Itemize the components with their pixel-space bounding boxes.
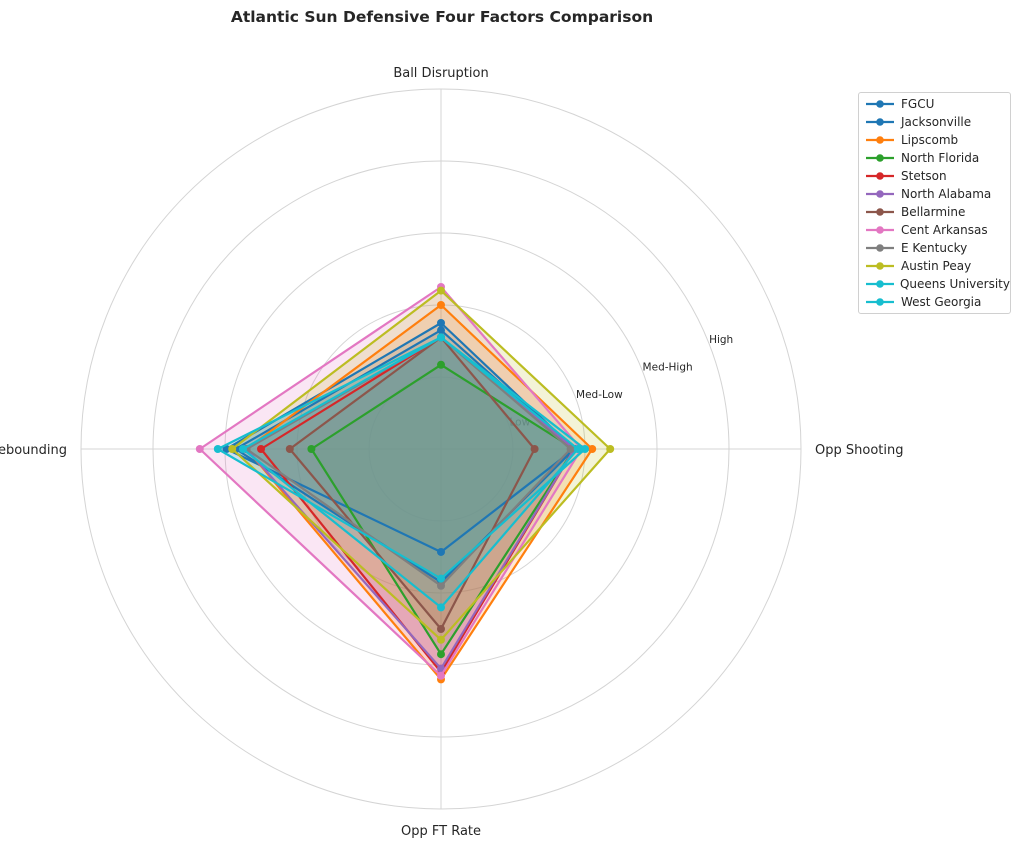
series-point: [437, 333, 445, 342]
legend-swatch: [866, 262, 894, 270]
legend-swatch: [866, 154, 894, 162]
legend-item: Bellarmine: [859, 203, 1010, 221]
series-point: [437, 574, 445, 583]
axis-labels: Ball Disruption Opp Shooting Opp FT Rate De…: [0, 66, 903, 839]
series-layer: [195, 283, 615, 684]
legend-label: Lipscomb: [901, 133, 959, 147]
axis-label: Def Rebounding: [0, 443, 67, 458]
series-fill: [246, 337, 571, 586]
series-fill: [235, 330, 575, 583]
legend-swatch: [866, 172, 894, 180]
legend-item: Lipscomb: [859, 131, 1010, 149]
series-point: [437, 671, 445, 680]
series-point: [195, 445, 204, 453]
series-point: [239, 445, 247, 453]
series-point: [437, 625, 445, 633]
legend-label: Jacksonville: [901, 115, 972, 129]
legend-swatch: [866, 298, 894, 306]
legend-swatch: [866, 280, 894, 288]
series-point: [581, 445, 589, 453]
series-fill: [311, 364, 575, 655]
legend-swatch: [866, 244, 894, 252]
axis-label: Ball Disruption: [393, 66, 488, 81]
legend-label: FGCU: [901, 97, 935, 111]
legend-swatch: [866, 118, 894, 126]
series-point: [530, 445, 539, 453]
legend-label: North Alabama: [901, 187, 992, 201]
series-point: [307, 445, 316, 453]
series-point: [437, 319, 445, 327]
legend-label: Bellarmine: [901, 205, 966, 219]
ring-label: Med-Low: [576, 389, 623, 401]
legend: FGCU Jacksonville Lipscomb North Florida Ste…: [858, 92, 1011, 314]
series-fill: [243, 337, 578, 608]
legend-item: Austin Peay: [859, 257, 1010, 275]
series-point: [588, 445, 597, 453]
legend-label: Cent Arkansas: [901, 223, 988, 237]
legend-label: Queens University: [899, 277, 1010, 291]
legend-item: Jacksonville: [859, 113, 1010, 131]
legend-item: E Kentucky: [859, 239, 1010, 257]
legend-swatch: [866, 136, 894, 144]
series-point: [437, 326, 445, 335]
legend-swatch: [866, 208, 894, 216]
ring-label: High: [709, 334, 733, 346]
series-fill: [199, 287, 582, 676]
legend-label: Austin Peay: [901, 259, 972, 273]
series-point: [437, 603, 445, 612]
series-point: [573, 445, 582, 453]
legend-item: West Georgia: [859, 293, 1010, 311]
legend-item: Stetson: [859, 167, 1010, 185]
legend-item: Queens University: [859, 275, 1010, 293]
ring-label: Med-High: [643, 361, 693, 373]
legend-label: E Kentucky: [901, 241, 968, 255]
legend-swatch: [866, 226, 894, 234]
series-point: [213, 445, 222, 453]
legend-item: North Alabama: [859, 185, 1010, 203]
series-point: [437, 581, 445, 590]
series-fill: [289, 337, 535, 629]
series-point: [222, 445, 231, 453]
series-point: [437, 286, 445, 295]
series-fill: [226, 323, 575, 552]
series-point: [437, 547, 445, 556]
legend-item: FGCU: [859, 95, 1010, 113]
legend-label: West Georgia: [901, 295, 982, 309]
legend-label: North Florida: [901, 151, 980, 165]
axis-label: Opp FT Rate: [401, 824, 481, 839]
series-point: [257, 445, 265, 453]
series-point: [606, 445, 615, 453]
series-point: [437, 635, 445, 644]
legend-swatch: [866, 100, 894, 108]
series-point: [285, 445, 294, 453]
series-point: [228, 445, 237, 453]
series-point: [566, 445, 575, 453]
legend-item: North Florida: [859, 149, 1010, 167]
chart-title: Atlantic Sun Defensive Four Factors Comp…: [231, 8, 653, 26]
axis-label: Opp Shooting: [815, 443, 903, 458]
series-point: [437, 301, 445, 309]
series-point: [437, 360, 445, 369]
legend-label: Stetson: [901, 169, 947, 183]
legend-item: Cent Arkansas: [859, 221, 1010, 239]
legend-swatch: [866, 190, 894, 198]
series-point: [437, 650, 445, 659]
series-fill: [261, 337, 575, 673]
